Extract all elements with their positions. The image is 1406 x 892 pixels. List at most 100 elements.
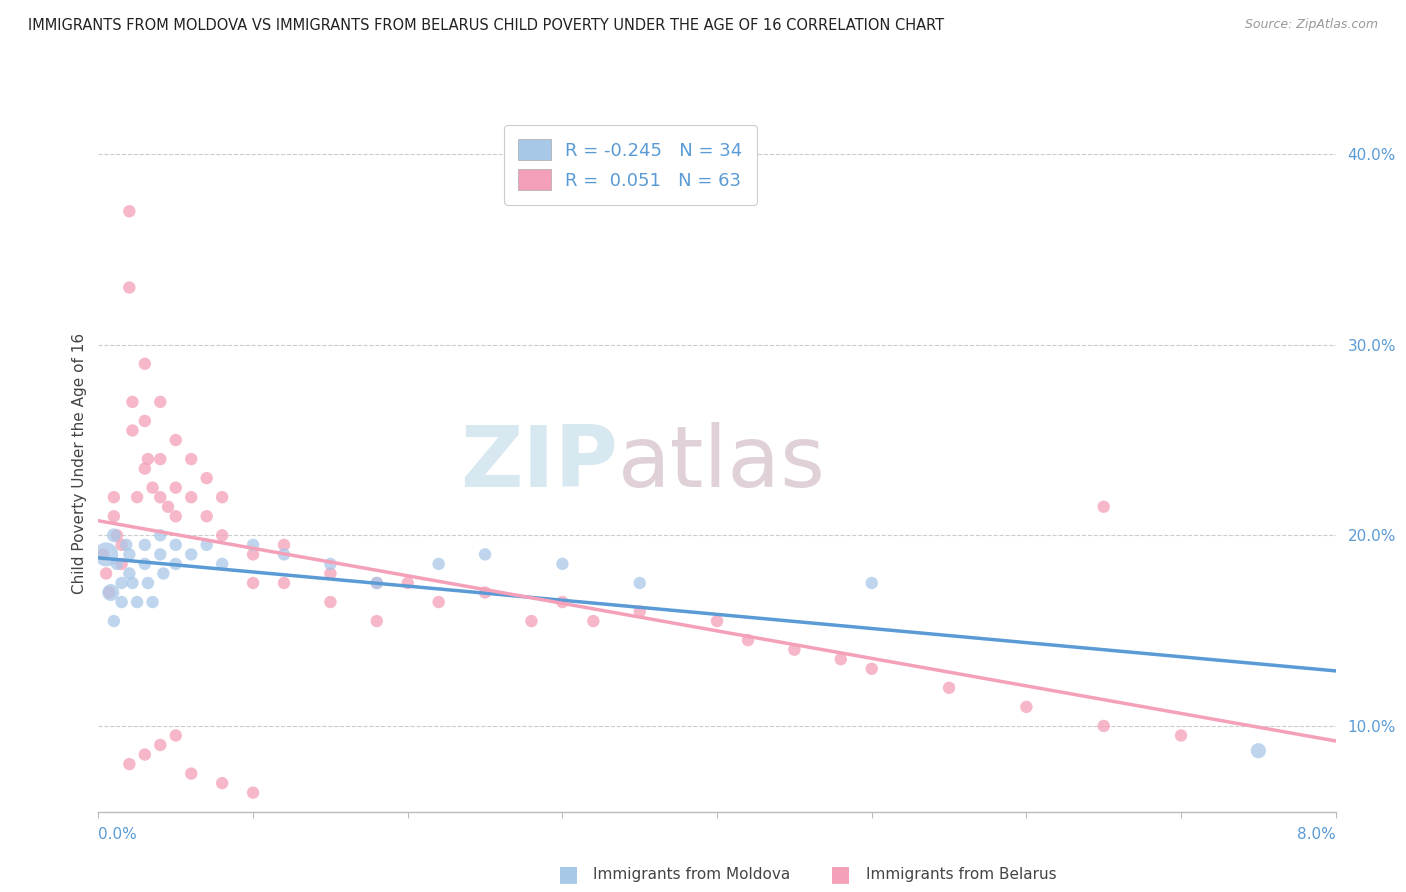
Text: ■: ■ <box>558 864 579 884</box>
Point <box>121 576 143 591</box>
Point <box>319 566 342 581</box>
Point <box>127 490 149 504</box>
Point <box>427 595 450 609</box>
Text: ■: ■ <box>831 864 851 884</box>
Point <box>582 614 605 628</box>
Point <box>134 461 156 475</box>
Point <box>111 595 134 609</box>
Point <box>242 538 264 552</box>
Point <box>91 548 114 562</box>
Point <box>180 452 202 467</box>
Y-axis label: Child Poverty Under the Age of 16: Child Poverty Under the Age of 16 <box>72 334 87 594</box>
Point <box>105 528 128 542</box>
Text: 0.0%: 0.0% <box>98 827 138 842</box>
Point <box>628 576 651 591</box>
Point <box>121 424 143 438</box>
Point <box>149 548 172 562</box>
Point <box>195 471 218 485</box>
Point <box>165 433 187 447</box>
Point <box>149 395 172 409</box>
Point <box>551 595 574 609</box>
Point <box>860 662 883 676</box>
Point <box>118 757 141 772</box>
Point <box>157 500 180 514</box>
Point <box>134 747 156 762</box>
Point <box>136 576 159 591</box>
Point <box>118 280 141 294</box>
Point <box>396 576 419 591</box>
Point <box>103 528 125 542</box>
Point <box>195 538 218 552</box>
Text: ZIP: ZIP <box>460 422 619 506</box>
Point <box>180 490 202 504</box>
Point <box>273 576 295 591</box>
Legend: R = -0.245   N = 34, R =  0.051   N = 63: R = -0.245 N = 34, R = 0.051 N = 63 <box>503 125 756 204</box>
Text: Immigrants from Moldova: Immigrants from Moldova <box>593 867 790 882</box>
Point <box>118 566 141 581</box>
Point <box>737 633 759 648</box>
Point <box>165 538 187 552</box>
Point <box>111 538 134 552</box>
Point <box>474 548 496 562</box>
Point <box>165 481 187 495</box>
Text: Source: ZipAtlas.com: Source: ZipAtlas.com <box>1244 18 1378 31</box>
Point <box>366 576 388 591</box>
Point <box>242 548 264 562</box>
Point <box>474 585 496 599</box>
Point <box>121 395 143 409</box>
Point <box>98 585 121 599</box>
Point <box>127 595 149 609</box>
Text: atlas: atlas <box>619 422 827 506</box>
Point <box>111 576 134 591</box>
Point <box>242 786 264 800</box>
Point <box>706 614 728 628</box>
Point <box>860 576 883 591</box>
Point <box>118 204 141 219</box>
Point <box>783 642 806 657</box>
Point <box>211 557 233 571</box>
Point <box>134 357 156 371</box>
Text: Immigrants from Belarus: Immigrants from Belarus <box>866 867 1056 882</box>
Point <box>520 614 543 628</box>
Point <box>195 509 218 524</box>
Point <box>211 528 233 542</box>
Point <box>242 576 264 591</box>
Point <box>165 509 187 524</box>
Point <box>628 605 651 619</box>
Point <box>319 595 342 609</box>
Point <box>1247 744 1270 758</box>
Point <box>830 652 852 666</box>
Point <box>105 557 128 571</box>
Point <box>273 548 295 562</box>
Point <box>134 414 156 428</box>
Point <box>180 766 202 780</box>
Point <box>1092 500 1115 514</box>
Point <box>319 557 342 571</box>
Point <box>115 538 138 552</box>
Point <box>938 681 960 695</box>
Point <box>111 557 134 571</box>
Point <box>152 566 174 581</box>
Point <box>165 557 187 571</box>
Point <box>142 481 165 495</box>
Point <box>180 548 202 562</box>
Point <box>273 538 295 552</box>
Point <box>134 538 156 552</box>
Point <box>366 576 388 591</box>
Point <box>211 776 233 790</box>
Point <box>136 452 159 467</box>
Point <box>149 528 172 542</box>
Point <box>1092 719 1115 733</box>
Point <box>551 557 574 571</box>
Point <box>118 548 141 562</box>
Point <box>103 509 125 524</box>
Point <box>427 557 450 571</box>
Point <box>100 585 122 599</box>
Point <box>103 490 125 504</box>
Point <box>103 614 125 628</box>
Point <box>149 738 172 752</box>
Point <box>366 614 388 628</box>
Point <box>96 548 118 562</box>
Point <box>142 595 165 609</box>
Point <box>165 729 187 743</box>
